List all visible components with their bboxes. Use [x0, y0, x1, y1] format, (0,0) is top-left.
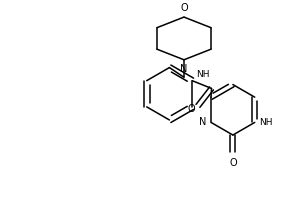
Text: O: O — [229, 158, 237, 168]
Text: N: N — [180, 64, 188, 74]
Text: O: O — [180, 3, 188, 13]
Text: O: O — [187, 104, 195, 114]
Text: NH: NH — [260, 118, 273, 127]
Text: N: N — [199, 117, 206, 127]
Text: NH: NH — [196, 70, 209, 79]
